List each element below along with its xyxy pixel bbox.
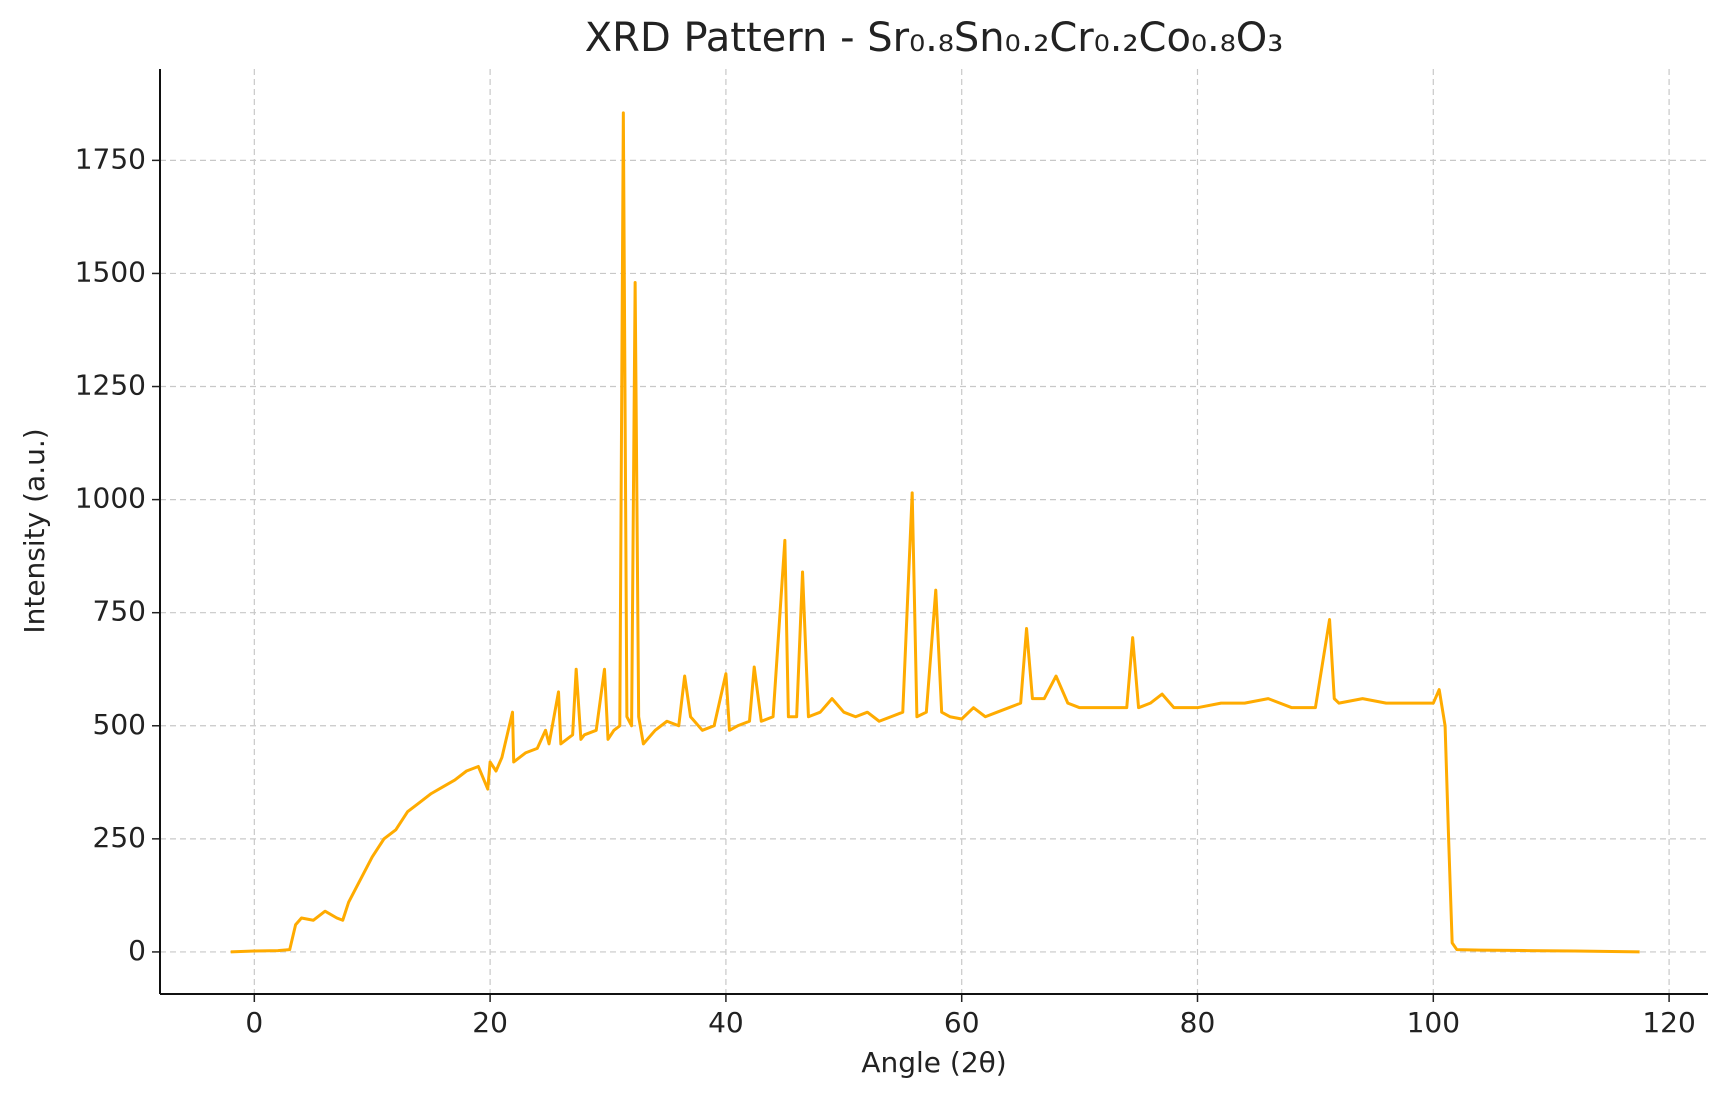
y-tick-label: 1250 [75,369,146,402]
x-tick-label: 40 [708,1006,744,1039]
chart-title: XRD Pattern - Sr₀.₈Sn₀.₂Cr₀.₂Co₀.₈O₃ [585,15,1284,61]
y-axis-label: Intensity (a.u.) [18,428,51,633]
y-tick-label: 1750 [75,142,146,175]
y-tick-label: 1500 [75,255,146,288]
y-tick-label: 250 [93,821,146,854]
x-tick-label: 120 [1642,1006,1695,1039]
y-tick-label: 500 [93,708,146,741]
x-tick-label: 0 [245,1006,263,1039]
y-tick-label: 0 [128,934,146,967]
x-axis-label: Angle (2θ) [861,1046,1006,1079]
x-tick-label: 100 [1407,1006,1460,1039]
x-tick-label: 60 [944,1006,980,1039]
x-tick-label: 20 [472,1006,508,1039]
y-tick-label: 1000 [75,482,146,515]
x-tick-label: 80 [1180,1006,1216,1039]
data-line [230,111,1640,954]
y-tick-label: 750 [93,595,146,628]
